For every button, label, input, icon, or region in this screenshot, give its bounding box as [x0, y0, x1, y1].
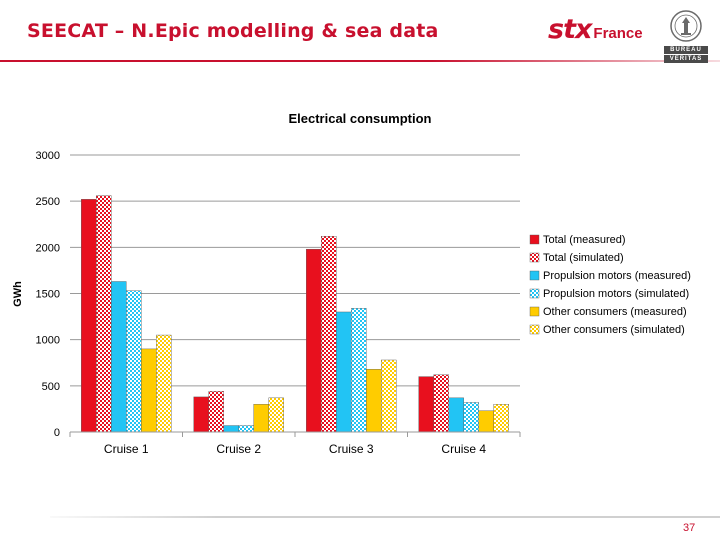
bar — [126, 290, 142, 433]
bar — [193, 396, 209, 433]
bar — [336, 311, 352, 433]
bar — [463, 402, 479, 433]
legend-label: Other consumers (simulated) — [543, 324, 685, 336]
y-axis-label: GWh — [12, 281, 24, 307]
chart-title: Electrical consumption — [288, 111, 431, 126]
bar — [381, 359, 397, 433]
legend-swatch — [529, 288, 540, 299]
legend-label: Propulsion motors (measured) — [543, 270, 691, 282]
bar — [493, 404, 509, 433]
bv-line1: BUREAU — [664, 46, 708, 54]
y-tick-label: 0 — [54, 427, 60, 439]
y-tick-label: 1000 — [36, 335, 60, 347]
bar — [351, 308, 367, 433]
x-tick-label: Cruise 4 — [441, 442, 486, 456]
bar — [208, 391, 224, 433]
legend-swatch — [529, 252, 540, 263]
bar — [268, 397, 284, 433]
bureau-veritas-seal-icon — [670, 10, 702, 42]
bar — [111, 281, 127, 433]
bar — [238, 425, 254, 433]
bar — [448, 397, 464, 433]
bar — [433, 374, 449, 433]
legend-swatch — [529, 324, 540, 335]
x-tick-label: Cruise 2 — [216, 442, 261, 456]
y-tick-label: 1500 — [36, 289, 60, 301]
legend-label: Other consumers (measured) — [543, 306, 687, 318]
axes: 0 500 1000 1500 2000 2500 3000 Cruise 1 Cruise 2… — [36, 150, 521, 456]
bar — [81, 199, 97, 433]
legend-label: Propulsion motors (simulated) — [543, 288, 689, 300]
electrical-consumption-chart: Electrical consumption GWh 0 500 1000 1500 2… — [0, 100, 720, 470]
legend-label: Total (measured) — [543, 234, 626, 246]
bar — [321, 236, 337, 433]
bureau-veritas-logo: BUREAU VERITAS — [664, 9, 708, 63]
bars — [81, 195, 509, 433]
title-divider — [0, 60, 720, 62]
legend-swatch — [529, 270, 540, 281]
bar — [306, 248, 322, 433]
stx-france-logo: stx France — [548, 14, 643, 45]
page-number: 37 — [683, 522, 696, 534]
x-tick-label: Cruise 3 — [329, 442, 374, 456]
y-tick-label: 3000 — [36, 150, 60, 162]
bar — [156, 334, 172, 433]
y-tick-label: 2500 — [36, 196, 60, 208]
legend-label: Total (simulated) — [543, 252, 624, 264]
bar — [96, 195, 112, 433]
bar — [418, 376, 434, 433]
bar — [478, 410, 494, 433]
legend-swatch — [529, 234, 540, 245]
bv-line2: VERITAS — [664, 55, 708, 63]
bar — [141, 348, 157, 433]
slide-title: SEECAT – N.Epic modelling & sea data — [27, 20, 439, 42]
bar — [253, 404, 269, 433]
bar — [366, 369, 382, 433]
footer-divider — [50, 516, 720, 518]
bar — [223, 425, 239, 433]
chart-svg: Electrical consumption GWh 0 500 1000 1500 2… — [12, 111, 691, 456]
x-tick-label: Cruise 1 — [104, 442, 149, 456]
stx-logo-mark: stx — [548, 14, 592, 45]
stx-logo-sub: France — [593, 25, 643, 42]
y-tick-label: 500 — [42, 381, 60, 393]
legend-swatch — [529, 306, 540, 317]
legend: Total (measured) Total (simulated) Propuls… — [529, 234, 691, 336]
y-tick-label: 2000 — [36, 242, 60, 254]
